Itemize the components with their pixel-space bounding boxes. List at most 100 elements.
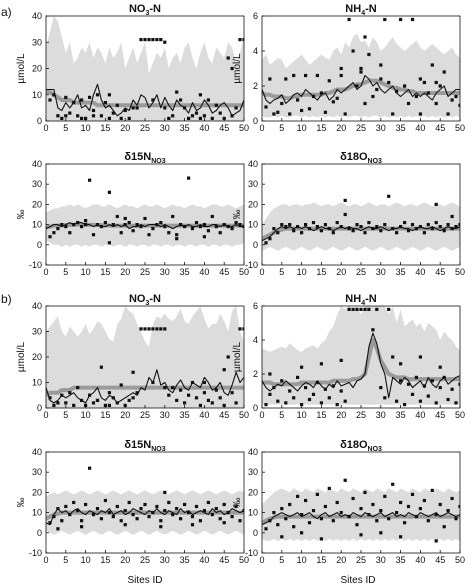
data-point [119, 231, 123, 235]
data-point [450, 214, 454, 219]
data-point [280, 379, 284, 383]
data-point [187, 511, 191, 515]
y-tick-label: 20 [32, 64, 42, 74]
data-point [80, 98, 84, 102]
data-point [163, 386, 167, 390]
data-point [171, 386, 175, 390]
data-point [147, 233, 151, 237]
data-point [367, 221, 371, 225]
data-point [226, 56, 230, 60]
chart-title: NH4-N [345, 293, 376, 307]
data-point [264, 403, 268, 407]
data-point [143, 38, 147, 42]
x-tick-label: 10 [81, 410, 91, 420]
data-point [226, 225, 230, 229]
data-point [175, 507, 179, 511]
x-tick-label: 30 [160, 123, 170, 133]
x-tick-label: 45 [435, 410, 445, 420]
x-tick-label: 15 [100, 555, 110, 565]
data-point [115, 103, 119, 107]
data-point [458, 382, 460, 386]
data-point [355, 84, 359, 88]
data-point [210, 116, 214, 120]
data-point [88, 178, 92, 182]
y-tick-label: 20 [32, 487, 42, 497]
data-point [218, 517, 222, 521]
y-tick-label: 4 [253, 335, 258, 345]
chart-title: δ15NNO3 [124, 151, 165, 165]
data-point [190, 114, 195, 118]
x-tick-label: 0 [43, 555, 48, 565]
data-point [387, 517, 391, 521]
data-point [103, 498, 107, 503]
x-tick-label: 40 [199, 267, 209, 277]
data-point [367, 307, 371, 311]
data-point [430, 63, 434, 67]
data-point [151, 227, 155, 231]
data-point [272, 511, 276, 515]
y-axis-label: µmol/L [16, 53, 27, 84]
data-point [414, 94, 418, 99]
data-point [143, 216, 147, 221]
data-point [123, 108, 127, 113]
data-point [284, 77, 288, 81]
y-axis-label: ‰ [232, 210, 243, 220]
y-tick-label: 6 [253, 301, 258, 311]
data-point [111, 515, 115, 519]
y-axis-label: µmol/L [232, 341, 243, 372]
data-point [230, 515, 234, 519]
data-point [406, 504, 411, 509]
chart-title: δ18ONO3 [340, 151, 382, 165]
x-tick-label: 45 [435, 123, 445, 133]
data-point [171, 214, 175, 219]
data-point [410, 17, 415, 22]
data-point [56, 227, 60, 231]
envelope-band [46, 16, 244, 121]
data-point [430, 488, 434, 492]
data-point [442, 229, 446, 233]
data-point [363, 490, 367, 494]
data-point [434, 513, 438, 517]
data-point [76, 386, 80, 390]
plot-area [46, 176, 244, 247]
data-point [458, 504, 460, 509]
y-tick-label: 40 [248, 447, 258, 457]
data-point [359, 70, 363, 74]
data-point [304, 386, 308, 390]
data-point [296, 375, 300, 379]
data-point [183, 502, 187, 507]
y-axis-label: µmol/L [232, 53, 243, 84]
envelope-band [262, 33, 460, 118]
x-tick-label: 30 [376, 410, 386, 420]
chart-panel-a-no3: 0 5 10 15 20 25 30 35 40 45 50 0 10 20 30 40 µmol/L NO3-N [16, 3, 249, 133]
x-tick-label: 0 [43, 267, 48, 277]
data-point [327, 396, 331, 400]
data-point [56, 401, 60, 405]
data-point [375, 87, 379, 92]
y-tick-label: -10 [245, 260, 258, 270]
data-point [268, 392, 272, 396]
y-tick-label: 0 [253, 116, 258, 126]
data-point [300, 365, 304, 369]
data-point [387, 80, 391, 85]
data-point [95, 507, 100, 511]
x-tick-label: 0 [43, 123, 48, 133]
x-axis-label-left: Sites ID [127, 575, 162, 586]
data-point [226, 511, 230, 515]
data-point [115, 401, 119, 405]
series-line [262, 74, 460, 105]
data-point [80, 525, 84, 529]
x-tick-label: 40 [415, 267, 425, 277]
data-point [194, 221, 199, 225]
data-point [95, 398, 100, 402]
x-tick-label: 40 [199, 555, 209, 565]
data-point [84, 223, 88, 227]
data-point [276, 110, 280, 114]
data-point [296, 98, 300, 102]
data-point [438, 365, 442, 369]
data-point [72, 403, 76, 407]
x-tick-label: 45 [219, 267, 229, 277]
data-point [48, 235, 52, 239]
data-point [410, 492, 415, 496]
data-point [347, 227, 351, 231]
